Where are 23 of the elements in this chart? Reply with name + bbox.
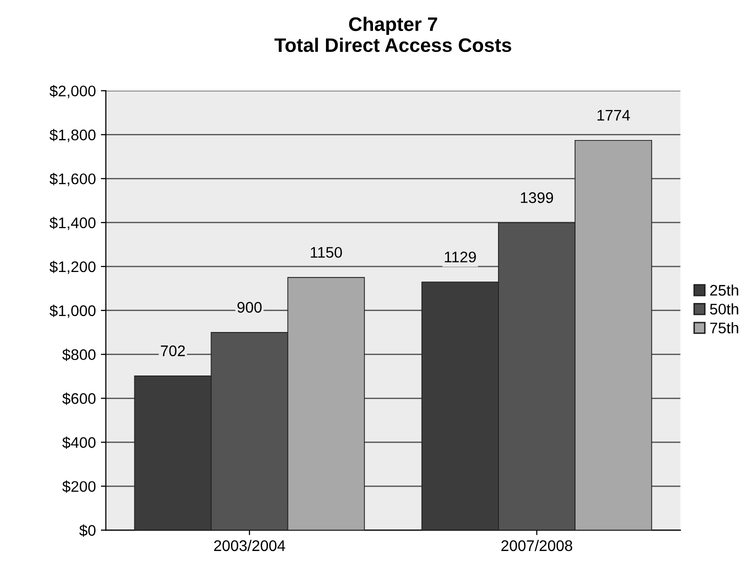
y-tick-label: $1,800 <box>50 128 96 142</box>
chart-title: Chapter 7 Total Direct Access Costs <box>274 16 512 52</box>
legend-label: 75th <box>710 322 738 334</box>
y-tick-label: $600 <box>62 392 96 405</box>
y-tick-label: $1,600 <box>50 172 96 186</box>
data-label: 1129 <box>444 252 476 262</box>
data-label: 702 <box>160 345 185 356</box>
y-tick-label: $800 <box>62 348 96 361</box>
x-tick-label: 2003/2004 <box>214 540 286 552</box>
y-tick-label: $1,200 <box>50 260 96 274</box>
data-label: 1150 <box>310 246 342 258</box>
x-tick-label: 2007/2008 <box>501 540 572 552</box>
y-tick-label: $400 <box>62 436 96 449</box>
y-tick-label: $0 <box>79 524 96 537</box>
data-label: 1399 <box>520 192 554 204</box>
legend-label: 50th <box>710 303 738 315</box>
y-tick-label: $1,000 <box>50 304 96 318</box>
y-tick-label: $1,400 <box>50 216 96 230</box>
legend-label: 25th <box>710 284 738 296</box>
y-tick-label: $200 <box>62 480 96 493</box>
y-tick-label: $2,000 <box>50 84 96 98</box>
data-label: 1774 <box>598 110 630 121</box>
data-label: 900 <box>237 302 262 313</box>
